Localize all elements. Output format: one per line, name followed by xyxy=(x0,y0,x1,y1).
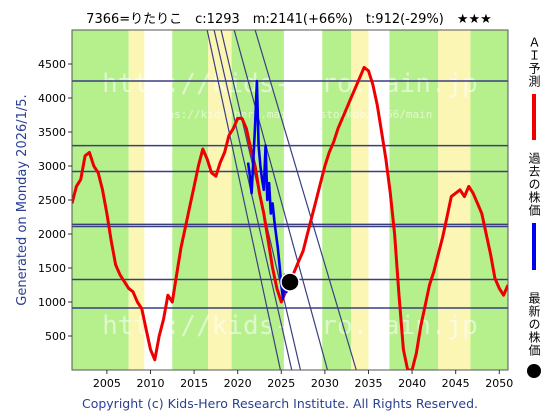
current-price-marker xyxy=(280,272,300,292)
x-tick-label-2025: 2025 xyxy=(267,377,295,390)
legend-label-2: 最新の株価 xyxy=(527,292,541,357)
trend-line-4 xyxy=(254,30,357,370)
x-tick-label-2010: 2010 xyxy=(136,377,164,390)
caution-band-0 xyxy=(128,30,145,370)
generated-date-text: Generated on Monday 2026/1/5. xyxy=(15,94,30,305)
caution-band-2 xyxy=(351,30,369,370)
caution-band-3 xyxy=(438,30,471,370)
x-tick-label-2045: 2045 xyxy=(442,377,470,390)
past-price-line xyxy=(246,79,292,300)
y-tick-label-1500: 1500 xyxy=(38,262,66,275)
buy-band-0 xyxy=(72,30,129,370)
horizontal-levels xyxy=(72,80,508,309)
x-tick-label-2020: 2020 xyxy=(224,377,252,390)
x-tick-label-2015: 2015 xyxy=(180,377,208,390)
x-tick-label-2040: 2040 xyxy=(398,377,426,390)
y-tick-label-2000: 2000 xyxy=(38,228,66,241)
buy-band-4 xyxy=(389,30,439,370)
legend-item-2: 最新の株価 xyxy=(527,292,541,378)
y-axis: 500 1000 1500 2000 2500 3000 3500 4000 4500 xyxy=(38,58,72,343)
legend-label-0: ＡＩ予測 xyxy=(527,36,541,88)
legend-swatch-2 xyxy=(527,364,541,378)
trend-line-0 xyxy=(206,30,281,370)
copyright-footer: Copyright (c) Kids-Hero Research Institu… xyxy=(81,396,479,411)
y-tick-label-3500: 3500 xyxy=(38,126,66,139)
generated-date-label: Generated on Monday 2026/1/5. xyxy=(15,94,30,305)
legend-swatch-1 xyxy=(532,223,536,270)
x-tick-label-2030: 2030 xyxy=(311,377,339,390)
legend-label-1: 過去の株価 xyxy=(527,152,541,217)
y-tick-label-3000: 3000 xyxy=(38,160,66,173)
buy-band-3 xyxy=(322,30,352,370)
current-price-marker-group xyxy=(280,272,300,292)
y-tick-label-4000: 4000 xyxy=(38,92,66,105)
legend-item-0: ＡＩ予測 xyxy=(527,36,541,140)
trend-line-3 xyxy=(233,30,329,370)
x-tick-label-2050: 2050 xyxy=(485,377,513,390)
y-tick-label-2500: 2500 xyxy=(38,194,66,207)
x-tick-label-2005: 2005 xyxy=(93,377,121,390)
legend-item-1: 過去の株価 xyxy=(527,152,541,270)
watermark-line-2: https://kids-hero.main.jp/stockdb/7366/m… xyxy=(148,108,433,121)
y-tick-label-4500: 4500 xyxy=(38,58,66,71)
x-axis: 2005 2010 2015 2020 2025 2030 2035 2040 2045 2050 xyxy=(93,370,513,390)
watermark-line-1: http://kids-hero.main.jp xyxy=(102,69,478,99)
legend-swatch-0 xyxy=(532,94,536,140)
y-tick-label-500: 500 xyxy=(45,330,66,343)
y-tick-label-1000: 1000 xyxy=(38,296,66,309)
trend-line-1 xyxy=(213,30,293,370)
chart-title: 7366=りたりこ c:1293 m:2141(+66%) t:912(-29%… xyxy=(86,12,492,27)
x-tick-label-2035: 2035 xyxy=(354,377,382,390)
